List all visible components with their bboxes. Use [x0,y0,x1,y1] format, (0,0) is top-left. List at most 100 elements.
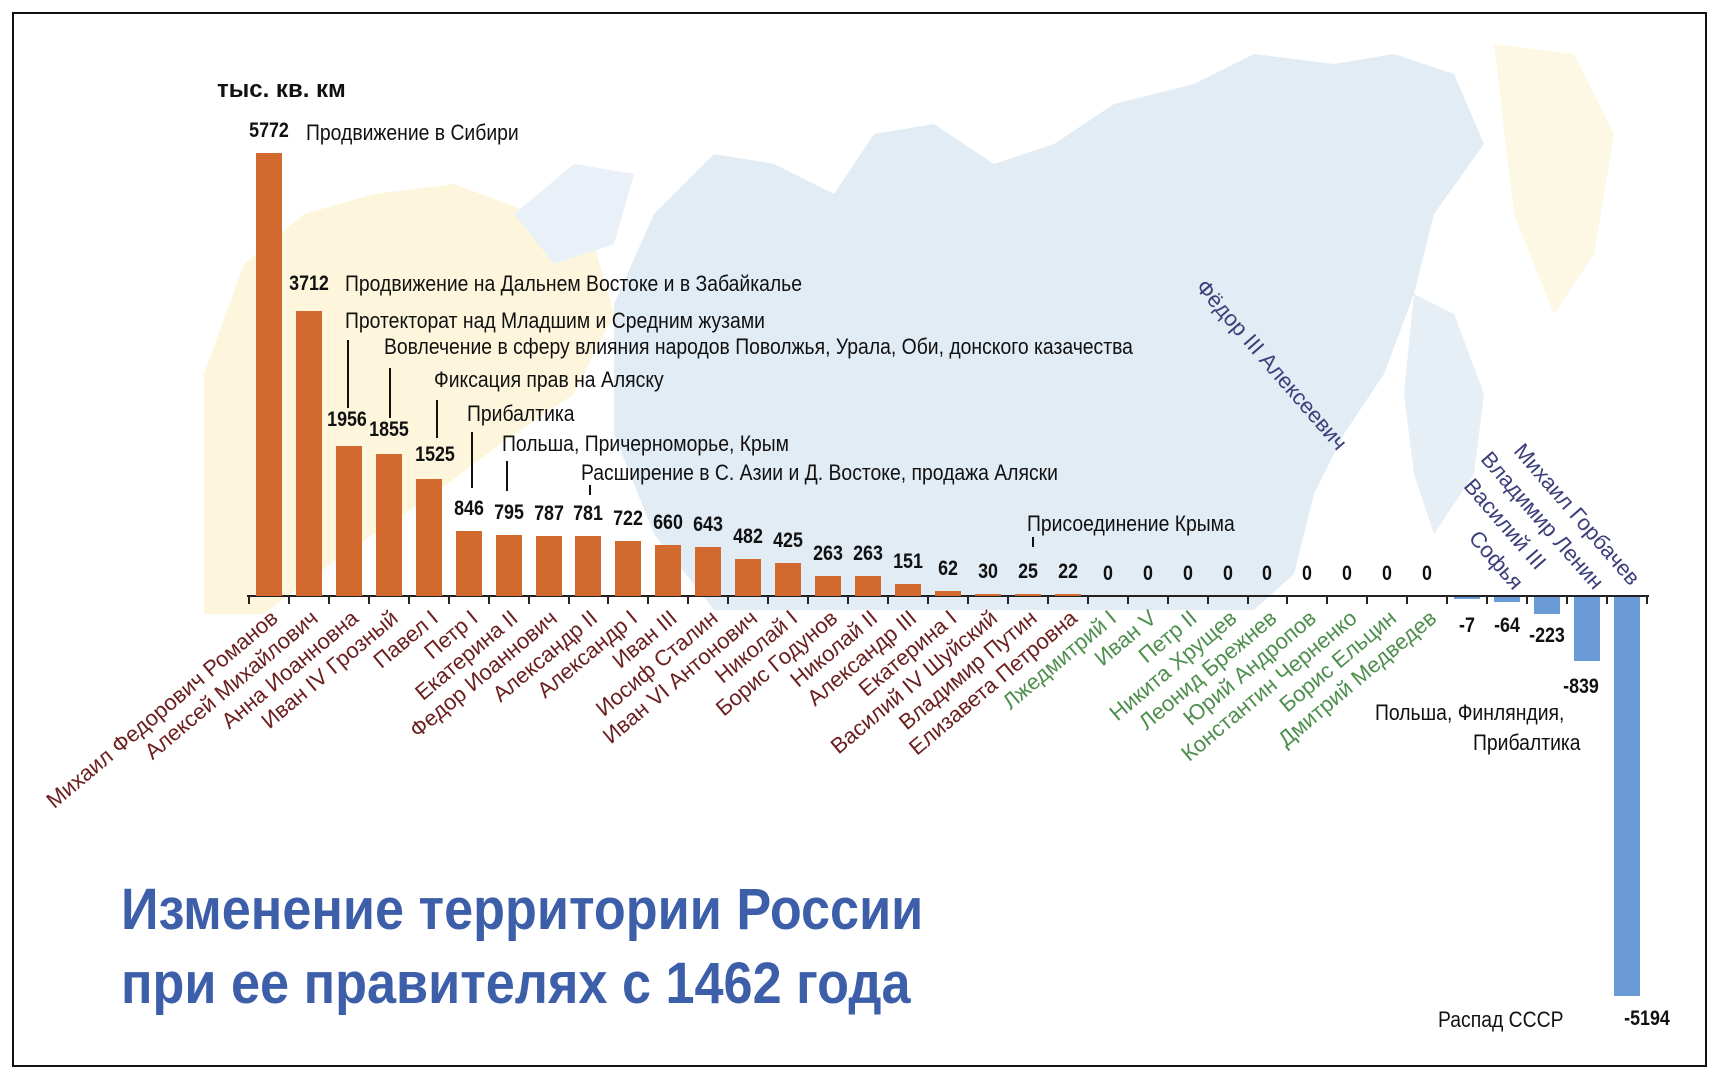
axis-tick [1605,596,1608,604]
axis-tick [966,596,969,604]
axis-tick [687,596,690,604]
bar [815,575,842,596]
annotation-alaska-rights: Фиксация прав на Аляску [434,367,664,392]
axis-tick [1566,596,1569,604]
bar [735,558,762,596]
value-label: 1956 [326,408,367,431]
axis-tick [527,596,530,604]
leader-line [506,461,508,491]
annotation-volga: Вовлечение в сферу влияния народов Повол… [384,334,1133,359]
bar [535,535,562,596]
bar [455,531,482,596]
value-label: -5194 [1624,1007,1670,1030]
annotation-siberia: Продвижение в Сибири [306,120,519,145]
axis-tick [727,596,730,604]
axis-tick [607,596,610,604]
value-label: 0 [1262,562,1273,585]
annotation-far-east: Продвижение на Дальнем Востоке и в Забай… [345,271,803,296]
value-label: 0 [1222,562,1233,585]
value-label: 30 [977,559,998,583]
axis-tick [1645,596,1648,604]
value-label: 787 [533,501,564,525]
value-label: 722 [613,506,644,530]
bar [335,445,362,596]
bar [895,584,921,596]
bar [974,593,1001,596]
axis-tick [1006,596,1009,604]
axis-tick [327,596,330,604]
annotation-ussr-collapse: Распад СССР [1438,1007,1564,1032]
value-label: 5772 [249,119,289,142]
value-label: 795 [493,500,524,524]
bar [1014,594,1041,596]
axis-tick [1286,596,1289,604]
axis-tick [567,596,570,604]
value-label: -7 [1459,614,1476,637]
bar [495,534,522,596]
value-label: 1855 [368,418,409,441]
axis-tick [887,596,890,604]
axis-tick [287,596,290,604]
x-axis [247,595,1649,597]
bar [255,152,282,596]
bar [1613,597,1640,996]
annotation-baltic: Прибалтика [467,401,575,426]
value-label: 25 [1017,560,1038,583]
axis-tick [1526,596,1529,604]
bar [855,575,882,596]
value-label: 62 [938,557,958,581]
annotation-central-asia: Расширение в С. Азии и Д. Востоке, прода… [581,460,1058,485]
bar [295,310,322,596]
axis-tick [847,596,850,604]
value-label: 660 [653,511,684,535]
chart-title-line1: Изменение территории России [121,877,924,942]
axis-tick [767,596,770,604]
axis-tick [1046,596,1049,604]
value-label: 0 [1142,562,1153,585]
bar [1534,597,1561,615]
value-label: 1525 [414,443,455,466]
value-label: 263 [813,541,844,565]
value-label: 0 [1382,562,1393,585]
bar [375,453,402,596]
value-label: 425 [773,529,804,553]
axis-tick [1446,596,1449,604]
axis-tick [447,596,450,604]
value-label: 0 [1102,562,1113,585]
value-label: 3712 [289,272,329,295]
leader-line [1032,537,1034,547]
bar [775,563,802,596]
axis-tick [407,596,410,604]
value-label: -223 [1529,624,1565,647]
annotation-poland-crimea: Польша, Причерноморье, Крым [502,431,790,456]
bar [695,546,722,596]
axis-tick [367,596,370,604]
bar [1573,597,1600,662]
bar [615,540,642,596]
axis-tick [248,596,250,604]
bar [934,591,961,596]
value-label: 151 [893,550,923,574]
value-label: -839 [1563,675,1599,698]
annotation-poland-finland: Польша, Финляндия, [1375,700,1565,725]
axis-tick [1206,596,1209,604]
axis-tick [1406,596,1409,604]
bar [415,478,442,596]
value-label: 0 [1342,562,1353,585]
axis-tick [1366,596,1369,604]
chart-title-line2: при ее правителях с 1462 года [121,951,911,1016]
axis-tick [1246,596,1249,604]
leader-line [471,432,473,488]
value-label: 781 [573,502,604,526]
axis-tick [1166,596,1169,604]
bar [1494,597,1521,602]
axis-tick [1126,596,1129,604]
leader-line [347,340,349,408]
axis-tick [926,596,929,604]
annotation-poland-finland-2: Прибалтика [1473,730,1581,755]
bar [1454,597,1481,599]
annotation-crimea: Присоединение Крыма [1027,511,1235,536]
bar [575,536,602,596]
axis-tick [487,596,490,604]
axis-tick [647,596,650,604]
